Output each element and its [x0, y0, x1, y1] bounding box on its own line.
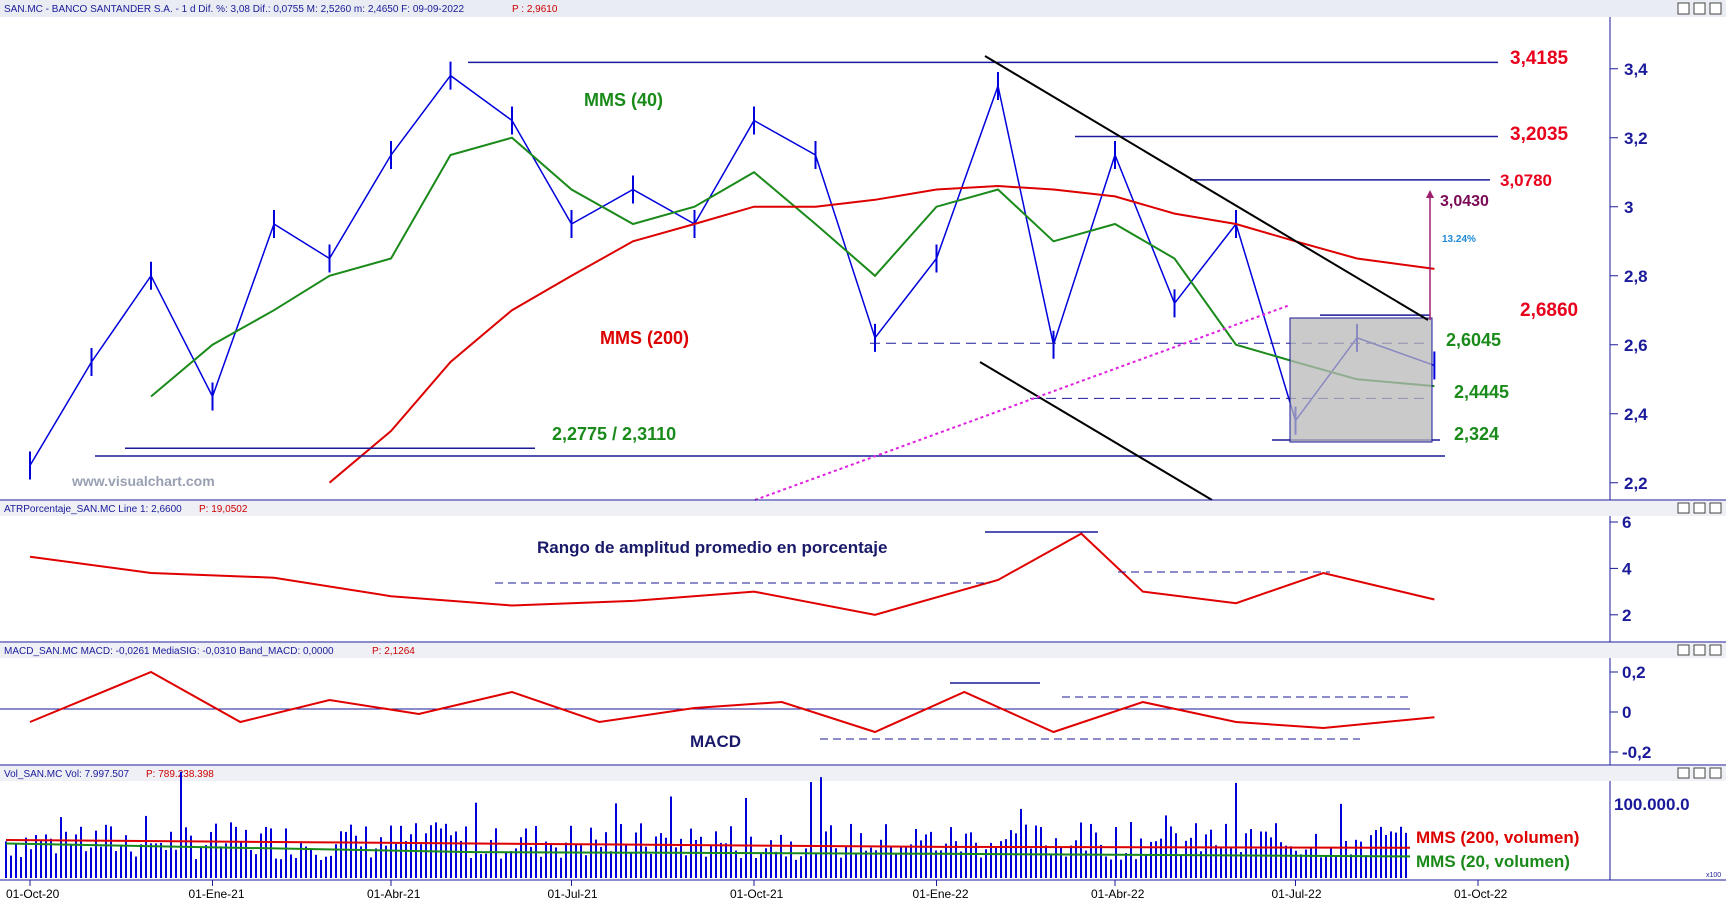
consolidation-box	[1289, 317, 1433, 443]
close-icon[interactable]	[1709, 502, 1722, 514]
macd-panel: MACD_SAN.MC MACD: -0,0261 MediaSIG: -0,0…	[0, 641, 1726, 765]
x-tick-label: 01-Jul-22	[1272, 887, 1322, 901]
atr-title: Rango de amplitud promedio en porcentaje	[537, 538, 887, 557]
window-controls-price[interactable]	[1677, 2, 1722, 15]
restore-icon[interactable]	[1693, 502, 1706, 514]
price-series-line	[150, 136, 1435, 398]
volume-y-tick: 100.000.0	[1614, 795, 1690, 814]
minimize-icon[interactable]	[1677, 2, 1690, 15]
price-header-bar	[0, 0, 1726, 17]
price-series-line	[328, 184, 1435, 484]
y-tick-label: 0	[1622, 703, 1631, 722]
support-pair-label: 2,2775 / 2,3110	[552, 424, 676, 444]
price-header-last: P : 2,9610	[512, 4, 558, 15]
atr-y-ticks: 2 4 6	[1610, 513, 1632, 625]
level-lines	[95, 61, 1498, 457]
price-y-ticks: 2,2 2,4 2,6 2,8 3 3,2 3,4	[1610, 60, 1648, 493]
price-y-tick-label: 2,8	[1624, 267, 1648, 286]
y-tick-label: 2	[1622, 606, 1631, 625]
price-y-tick-label: 2,4	[1624, 405, 1648, 424]
x-tick-label: 01-Ene-22	[912, 887, 968, 901]
watermark: www.visualchart.com	[71, 473, 215, 489]
level-label-2-4445: 2,4445	[1454, 382, 1509, 402]
volume-panel: Vol_SAN.MC Vol: 7.997.507 P: 789.238.398…	[0, 764, 1726, 880]
y-tick-label: 4	[1622, 559, 1632, 578]
price-series-line	[29, 74, 1435, 466]
restore-icon[interactable]	[1693, 767, 1706, 779]
volume-ma-line	[5, 839, 1411, 849]
volume-moving-averages	[5, 839, 1411, 858]
atr-header-bar	[0, 501, 1726, 516]
macd-title: MACD	[690, 732, 741, 751]
window-controls-atr[interactable]	[1677, 502, 1722, 514]
price-y-tick-label: 2,6	[1624, 336, 1648, 355]
indicator-line	[29, 532, 1435, 616]
y-tick-label: -0,2	[1622, 743, 1651, 762]
pct-move-label: 13.24%	[1442, 234, 1476, 245]
volume-ma-line	[5, 842, 1411, 858]
minimize-icon[interactable]	[1677, 502, 1690, 514]
restore-icon[interactable]	[1693, 2, 1706, 15]
mms200-label: MMS (200)	[600, 328, 689, 348]
macd-header: MACD_SAN.MC MACD: -0,0261 MediaSIG: -0,0…	[4, 646, 334, 657]
level-label-3-0780: 3,0780	[1500, 171, 1552, 190]
x-tick-label: 01-Jul-21	[548, 887, 598, 901]
price-y-tick-label: 3	[1624, 198, 1633, 217]
volume-axis-note: x100	[1706, 872, 1721, 879]
level-label-3-4185: 3,4185	[1510, 48, 1569, 69]
price-y-tick-label: 2,2	[1624, 474, 1648, 493]
x-tick-label: 01-Abr-21	[367, 887, 421, 901]
x-tick-label: 01-Ene-21	[188, 887, 244, 901]
downtrend-resistance-line	[984, 55, 1429, 321]
minimize-icon[interactable]	[1677, 644, 1690, 656]
atr-header: ATRPorcentaje_SAN.MC Line 1: 2,6600	[4, 504, 182, 515]
window-controls-macd[interactable]	[1677, 644, 1722, 656]
close-icon[interactable]	[1709, 2, 1722, 15]
window-controls-volume[interactable]	[1677, 767, 1722, 779]
price-y-tick-label: 3,4	[1624, 60, 1648, 79]
vol-mms200-label: MMS (200, volumen)	[1416, 828, 1579, 847]
atr-series	[29, 532, 1435, 616]
dotted-trendline	[754, 304, 1291, 501]
level-label-2-324: 2,324	[1454, 424, 1499, 444]
volume-bars	[5, 771, 1407, 878]
macd-header-bar	[0, 643, 1726, 658]
level-label-2-6045: 2,6045	[1446, 330, 1501, 350]
minimize-icon[interactable]	[1677, 767, 1690, 779]
x-tick-label: 01-Oct-20	[6, 887, 60, 901]
x-tick-label: 01-Oct-21	[730, 887, 784, 901]
vol-mms20-label: MMS (20, volumen)	[1416, 852, 1570, 871]
level-label-3-0430: 3,0430	[1440, 193, 1489, 210]
x-tick-label: 01-Oct-22	[1454, 887, 1508, 901]
price-panel: SAN.MC - BANCO SANTANDER S.A. - 1 d Dif.…	[0, 0, 1726, 501]
close-icon[interactable]	[1709, 767, 1722, 779]
level-label-2-6860: 2,6860	[1520, 300, 1578, 321]
downtrend-support-line	[979, 361, 1213, 501]
atr-panel: ATRPorcentaje_SAN.MC Line 1: 2,6600 P: 1…	[0, 499, 1726, 642]
y-tick-label: 0,2	[1622, 663, 1646, 682]
x-tick-label: 01-Abr-22	[1091, 887, 1145, 901]
price-header: SAN.MC - BANCO SANTANDER S.A. - 1 d Dif.…	[4, 4, 464, 15]
level-label-3-2035: 3,2035	[1510, 124, 1569, 145]
restore-icon[interactable]	[1693, 644, 1706, 656]
macd-y-ticks: 0,2 0 -0,2	[1610, 663, 1651, 762]
close-icon[interactable]	[1709, 644, 1722, 656]
mms40-label: MMS (40)	[584, 90, 663, 110]
macd-series	[29, 670, 1435, 734]
atr-header-last: P: 19,0502	[199, 504, 248, 515]
volume-header: Vol_SAN.MC Vol: 7.997.507	[4, 769, 130, 780]
macd-header-last: P: 2,1264	[372, 646, 415, 657]
x-ticks: 01-Oct-20 01-Ene-21 01-Abr-21 01-Jul-21 01-O…	[6, 880, 1508, 901]
x-axis: 01-Oct-20 01-Ene-21 01-Abr-21 01-Jul-21 01-O…	[0, 879, 1726, 901]
price-series	[29, 61, 1436, 484]
y-tick-label: 6	[1622, 513, 1631, 532]
price-y-tick-label: 3,2	[1624, 129, 1648, 148]
indicator-line	[29, 670, 1435, 734]
volume-header-bar	[0, 766, 1726, 781]
arrow-up-icon	[1426, 190, 1434, 198]
